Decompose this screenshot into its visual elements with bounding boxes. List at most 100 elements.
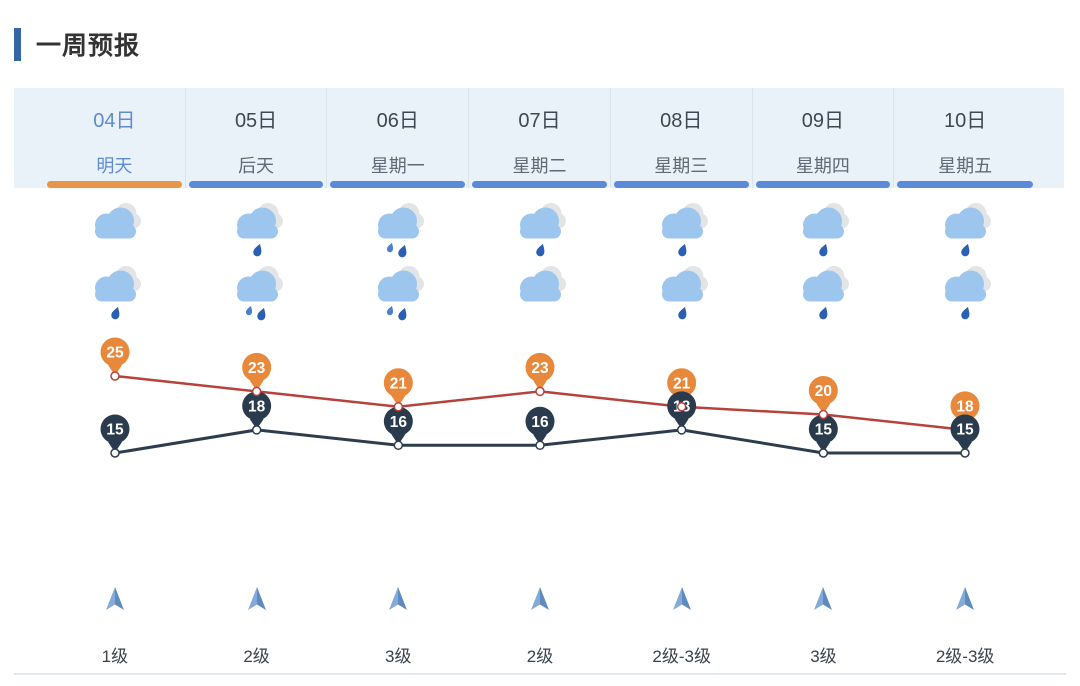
temperature-chart: 2523212321201815181616181515 (0, 335, 1080, 480)
tab-underline (330, 181, 466, 188)
data-point-dot (818, 448, 829, 458)
data-point-dot (960, 448, 970, 458)
svg-text:18: 18 (248, 398, 266, 415)
wind-direction-cell (611, 584, 753, 614)
tab-weekday-label: 星期五 (938, 156, 993, 176)
wind-level-cell: 2级 (469, 642, 611, 667)
weather-cell-day (469, 200, 611, 264)
weather-icons-row-night (44, 263, 1036, 333)
svg-text:15: 15 (956, 422, 974, 439)
day-tab-04日[interactable]: 04日明天 (44, 88, 186, 188)
light-rain-icon (661, 203, 708, 257)
svg-text:18: 18 (956, 398, 974, 415)
data-point-dot (393, 402, 404, 412)
up-arrow-icon (105, 587, 124, 610)
wind-level-cell: 3级 (327, 642, 469, 667)
data-point-dot (818, 409, 829, 420)
wind-level-cell: 2级 (186, 642, 328, 667)
moderate-rain-icon (236, 266, 283, 321)
tab-date-label: 07日 (518, 110, 561, 132)
tab-weekday-label: 星期四 (795, 156, 850, 176)
tab-date-label: 05日 (234, 110, 278, 132)
wind-level-cell: 1级 (44, 642, 186, 667)
day-tab-06日[interactable]: 06日星期一 (327, 88, 470, 188)
day-tabs-background (14, 88, 1064, 188)
temp-pin: 20 (808, 376, 838, 414)
temp-pin: 15 (808, 414, 838, 453)
tab-weekday-label: 星期三 (654, 156, 709, 176)
tab-date-label: 10日 (944, 110, 987, 132)
tab-weekday-label: 星期一 (370, 156, 425, 176)
data-point-dot (251, 425, 262, 435)
svg-text:16: 16 (390, 414, 408, 431)
tab-underline (47, 181, 182, 188)
day-tab-10日[interactable]: 10日星期五 (894, 88, 1036, 188)
light-rain-icon (945, 266, 992, 320)
tab-date-label: 04日 (93, 110, 136, 132)
tab-weekday-label: 后天 (238, 156, 275, 176)
up-arrow-icon (247, 587, 266, 610)
wind-direction-cell (186, 584, 328, 614)
page-title: 一周预报 (36, 32, 141, 60)
wind-direction-cell (327, 584, 469, 614)
svg-text:21: 21 (673, 375, 691, 392)
svg-text:15: 15 (815, 422, 833, 439)
tab-underline (188, 181, 324, 188)
moderate-rain-icon (378, 266, 425, 321)
svg-text:21: 21 (390, 375, 408, 392)
weather-icons-row-day (44, 200, 1036, 264)
data-point-dot (676, 402, 687, 412)
wind-level-label: 2级-3级 (652, 647, 711, 666)
data-point-dot (676, 425, 687, 435)
tab-underline (472, 181, 607, 188)
panel-header: 一周预报 (14, 26, 140, 62)
weather-cell-night (611, 263, 753, 333)
temp-pin: 15 (950, 414, 980, 453)
tab-underline (897, 181, 1033, 188)
up-arrow-icon (530, 587, 549, 610)
day-tab-05日[interactable]: 05日后天 (186, 88, 328, 188)
day-tab-09日[interactable]: 09日 星期四 (753, 88, 895, 188)
data-point-dot (535, 440, 545, 451)
svg-text:23: 23 (248, 360, 266, 377)
light-rain-icon (519, 203, 566, 257)
wind-level-label: 1级 (101, 647, 129, 666)
day-tab-08日[interactable]: 08日 星期三 (611, 88, 753, 188)
weather-cell-night (469, 263, 611, 333)
light-rain-icon (236, 203, 283, 257)
svg-text:25: 25 (106, 345, 124, 362)
cloudy-icon (519, 266, 566, 302)
svg-text:23: 23 (531, 360, 549, 377)
svg-text:15: 15 (106, 422, 124, 439)
data-point-dot (110, 448, 120, 458)
light-rain-icon (945, 203, 992, 257)
tab-weekday-label: 明天 (96, 156, 133, 176)
up-arrow-icon (672, 587, 691, 610)
wind-level-label: 3级 (810, 647, 837, 666)
wind-direction-row (44, 584, 1036, 614)
wind-level-cell: 2级-3级 (894, 642, 1036, 667)
wind-level-label: 3级 (385, 647, 412, 666)
svg-text:16: 16 (531, 414, 549, 431)
weather-cell-day (611, 200, 753, 264)
data-point-dot (393, 440, 404, 451)
day-tab-07日[interactable]: 07日星期二 (469, 88, 611, 188)
temp-pin: 25 (100, 337, 130, 376)
light-rain-icon (94, 266, 141, 320)
temp-pin: 23 (242, 352, 272, 391)
tab-weekday-label: 星期二 (512, 156, 567, 176)
wind-level-cell: 2级-3级 (611, 642, 753, 667)
tab-underline (613, 181, 749, 188)
wind-direction-cell (44, 584, 186, 614)
wind-direction-cell (753, 584, 895, 614)
tab-underline (755, 181, 891, 188)
light-rain-icon (803, 203, 850, 257)
weather-cell-day (186, 200, 328, 264)
wind-level-label: 2级 (243, 647, 270, 666)
temp-pin: 23 (525, 352, 555, 391)
title-accent-bar (14, 27, 21, 61)
weather-cell-night (44, 263, 186, 333)
temp-pin: 16 (525, 406, 555, 445)
tab-date-label: 06日 (376, 110, 419, 132)
